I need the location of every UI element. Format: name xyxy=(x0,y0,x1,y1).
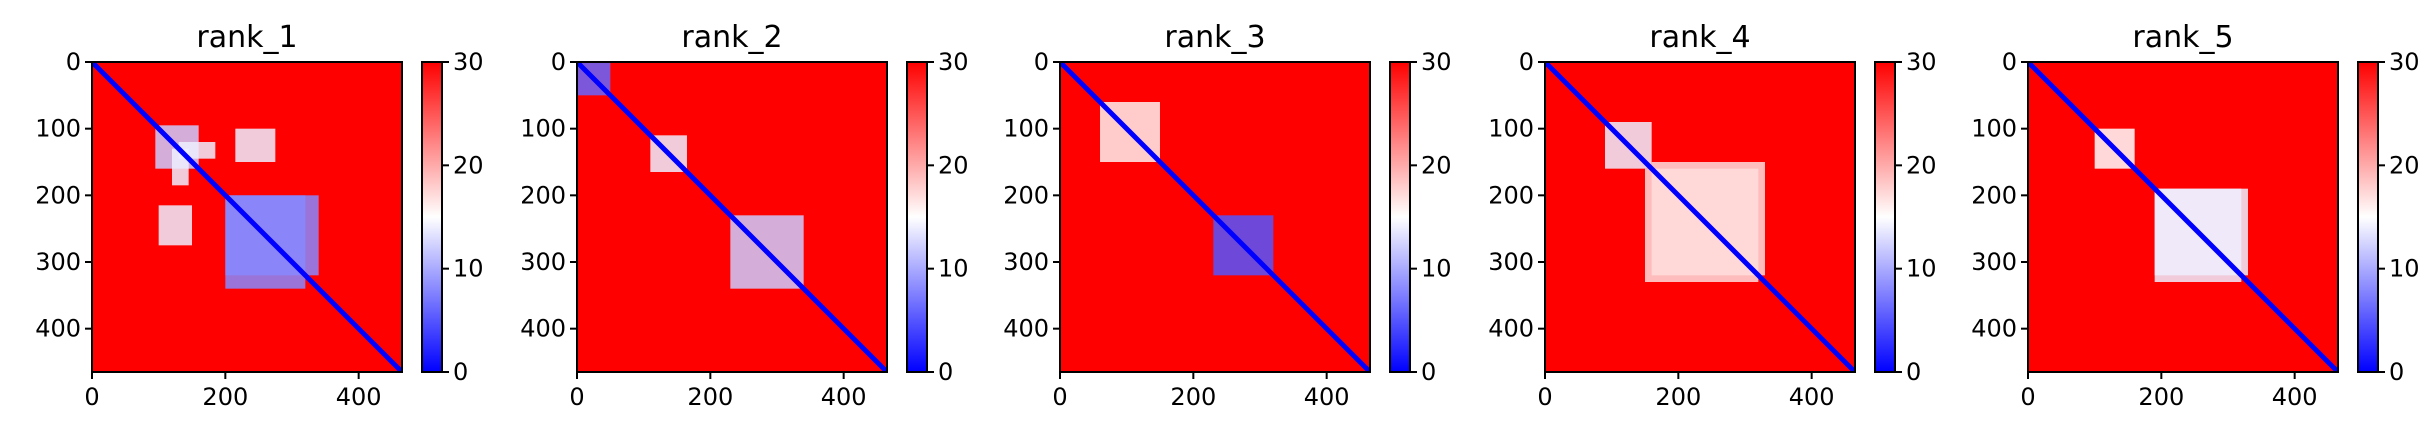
plot-frame xyxy=(91,61,403,373)
colorbar-tick-label: 10 xyxy=(1421,255,1452,283)
y-tick-label: 400 xyxy=(1488,315,1534,343)
y-tick-label: 200 xyxy=(520,181,566,209)
x-tick-label: 200 xyxy=(687,383,733,411)
x-tick-label: 200 xyxy=(2138,383,2184,411)
colorbar-tick-label: 30 xyxy=(938,48,969,76)
colorbar-tick-label: 20 xyxy=(1906,151,1937,179)
y-tick-label: 100 xyxy=(35,115,81,143)
x-tick-label: 400 xyxy=(1789,383,1835,411)
colorbar-frame xyxy=(2357,61,2379,373)
colorbar xyxy=(907,62,927,372)
y-tick-label: 300 xyxy=(1003,248,1049,276)
colorbar-tick-label: 20 xyxy=(2389,151,2420,179)
y-tick-label: 200 xyxy=(1488,181,1534,209)
x-tick-label: 400 xyxy=(821,383,867,411)
heatmap-image xyxy=(92,62,402,372)
y-tick-label: 200 xyxy=(1971,181,2017,209)
colorbar-tick-label: 10 xyxy=(1906,255,1937,283)
colorbar-tick-label: 30 xyxy=(2389,48,2420,76)
colorbar xyxy=(1875,62,1895,372)
y-tick-label: 300 xyxy=(520,248,566,276)
panel-title: rank_4 xyxy=(1649,20,1750,55)
colorbar xyxy=(2358,62,2378,372)
panel-title: rank_5 xyxy=(2132,20,2233,55)
colorbar-frame xyxy=(906,61,928,373)
y-tick-label: 100 xyxy=(1488,115,1534,143)
colorbar-tick-label: 0 xyxy=(453,358,468,386)
x-tick-label: 0 xyxy=(2020,383,2035,411)
colorbar-tick-label: 0 xyxy=(1421,358,1436,386)
plot-frame xyxy=(1059,61,1371,373)
y-tick-label: 0 xyxy=(551,48,566,76)
heatmap-diagonal xyxy=(577,62,887,372)
heatmap-region-3 xyxy=(158,205,192,246)
y-tick-label: 400 xyxy=(1971,315,2017,343)
y-tick-label: 100 xyxy=(520,115,566,143)
y-tick-label: 0 xyxy=(1519,48,1534,76)
x-tick-label: 0 xyxy=(1052,383,1067,411)
y-tick-label: 400 xyxy=(35,315,81,343)
heatmap-diagonal xyxy=(2028,62,2338,372)
panel-title: rank_3 xyxy=(1164,20,1265,55)
colorbar-tick-label: 30 xyxy=(1421,48,1452,76)
heatmap-panel-1: rank_1 0 200 400 0 100 200 300 400 0 10 20 30 xyxy=(35,20,483,411)
colorbar-tick-label: 20 xyxy=(938,151,969,179)
x-tick-label: 400 xyxy=(336,383,382,411)
heatmap-image xyxy=(1060,62,1370,372)
y-tick-label: 200 xyxy=(35,181,81,209)
heatmap-region-3-mirror xyxy=(235,128,276,162)
colorbar-frame xyxy=(1874,61,1896,373)
y-tick-label: 200 xyxy=(1003,181,1049,209)
y-tick-label: 0 xyxy=(1034,48,1049,76)
heatmap-diagonal xyxy=(1060,62,1370,372)
y-tick-label: 300 xyxy=(1488,248,1534,276)
y-tick-label: 300 xyxy=(35,248,81,276)
colorbar-tick-label: 0 xyxy=(1906,358,1921,386)
colorbar-tick-label: 0 xyxy=(2389,358,2404,386)
heatmap-image xyxy=(1545,62,1855,372)
colorbar-tick-label: 10 xyxy=(938,255,969,283)
y-tick-label: 100 xyxy=(1971,115,2017,143)
x-tick-label: 0 xyxy=(569,383,584,411)
colorbar-tick-label: 10 xyxy=(453,255,484,283)
heatmap-panel-5: rank_5 0 200 400 0 100 200 300 400 0 10 20 30 xyxy=(1971,20,2419,411)
colorbar xyxy=(422,62,442,372)
x-tick-label: 200 xyxy=(1655,383,1701,411)
x-tick-label: 0 xyxy=(84,383,99,411)
x-tick-label: 400 xyxy=(2272,383,2318,411)
heatmap-region-2-mirror xyxy=(1645,168,1759,282)
colorbar-frame xyxy=(1389,61,1411,373)
colorbar-tick-label: 0 xyxy=(938,358,953,386)
colorbar-frame xyxy=(421,61,443,373)
y-tick-label: 400 xyxy=(520,315,566,343)
colorbar-tick-label: 30 xyxy=(1906,48,1937,76)
y-tick-label: 0 xyxy=(2002,48,2017,76)
x-tick-label: 200 xyxy=(202,383,248,411)
panel-title: rank_1 xyxy=(196,20,297,55)
y-tick-label: 300 xyxy=(1971,248,2017,276)
plot-frame xyxy=(1544,61,1856,373)
heatmap-panel-4: rank_4 0 200 400 0 100 200 300 400 0 10 20 30 xyxy=(1488,20,1936,411)
heatmap-image xyxy=(2028,62,2338,372)
y-tick-label: 0 xyxy=(66,48,81,76)
x-tick-label: 200 xyxy=(1170,383,1216,411)
colorbar-tick-label: 10 xyxy=(2389,255,2420,283)
panel-title: rank_2 xyxy=(681,20,782,55)
x-tick-label: 0 xyxy=(1537,383,1552,411)
colorbar-tick-label: 20 xyxy=(453,151,484,179)
y-tick-label: 100 xyxy=(1003,115,1049,143)
heatmap-image xyxy=(577,62,887,372)
y-tick-label: 400 xyxy=(1003,315,1049,343)
heatmap-diagonal xyxy=(1545,62,1855,372)
colorbar-tick-label: 20 xyxy=(1421,151,1452,179)
x-tick-label: 400 xyxy=(1304,383,1350,411)
plot-frame xyxy=(2027,61,2339,373)
plot-frame xyxy=(576,61,888,373)
heatmap-diagonal xyxy=(92,62,402,372)
colorbar-tick-label: 30 xyxy=(453,48,484,76)
heatmap-panel-3: rank_3 0 200 400 0 100 200 300 400 0 10 20 30 xyxy=(1003,20,1451,411)
colorbar xyxy=(1390,62,1410,372)
heatmap-panel-2: rank_2 0 200 400 0 100 200 300 400 0 10 20 30 xyxy=(520,20,968,411)
